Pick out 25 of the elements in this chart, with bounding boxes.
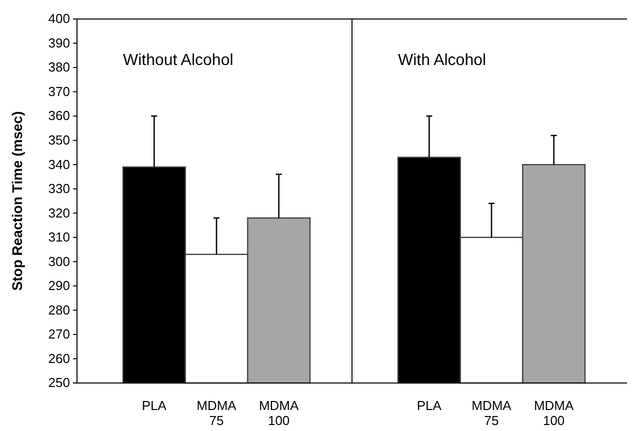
- y-tick-label: 300: [48, 254, 70, 269]
- y-tick-label: 320: [48, 205, 70, 220]
- y-tick-label: 270: [48, 326, 70, 342]
- y-tick-label: 380: [48, 60, 70, 75]
- x-tick-label: PLA: [142, 398, 167, 413]
- y-axis-title: Stop Reaction Time (msec): [9, 111, 25, 291]
- y-tick-label: 340: [48, 156, 70, 172]
- y-tick-label: 310: [48, 230, 70, 245]
- x-tick-label: MDMA 75: [196, 398, 237, 428]
- x-tick-label: PLA: [416, 398, 442, 413]
- y-tick-label: 280: [48, 302, 70, 318]
- text: With Alcohol: [398, 52, 486, 69]
- x-tick-label: MDMA 75: [472, 398, 512, 428]
- y-tick-label: 360: [48, 108, 70, 124]
- y-tick-label: 370: [48, 84, 70, 99]
- y-tick-label: 290: [48, 278, 70, 294]
- x-tick-label: MDMA 100: [258, 398, 300, 428]
- text: Without Alcohol: [123, 52, 234, 69]
- y-tick-label: 350: [48, 132, 70, 148]
- y-tick-label: 330: [48, 181, 70, 196]
- y-tick-label: 250: [48, 375, 70, 390]
- y-tick-label: 390: [48, 35, 70, 50]
- y-tick-label: 260: [48, 350, 70, 366]
- y-tick-label: 400: [48, 11, 70, 26]
- x-tick-label: MDMA 100: [534, 398, 574, 428]
